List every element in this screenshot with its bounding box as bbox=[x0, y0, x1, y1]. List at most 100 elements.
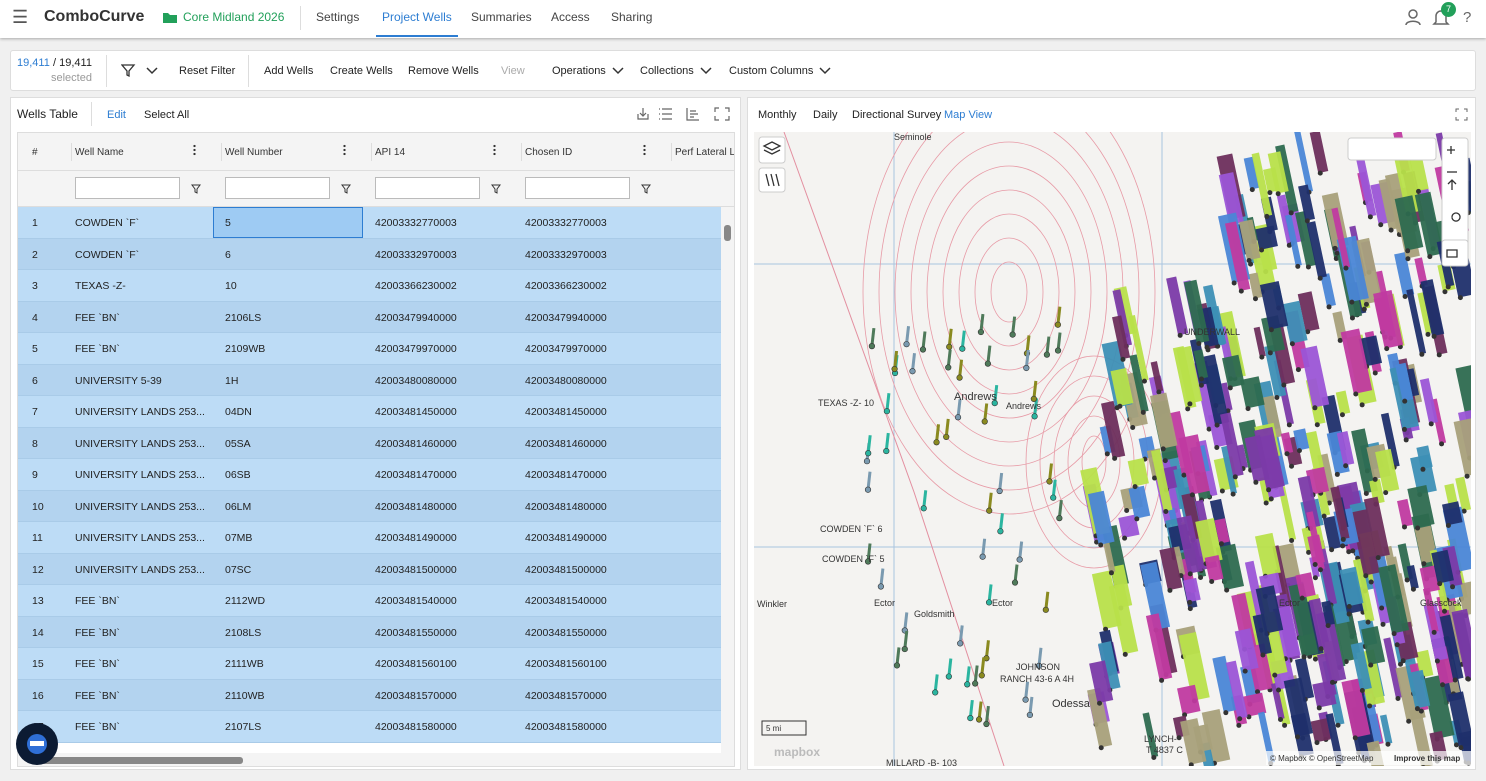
nav-tab[interactable]: Project Wells bbox=[382, 10, 452, 24]
well-head bbox=[1097, 700, 1103, 706]
toolbar-button[interactable]: Remove Wells bbox=[408, 65, 479, 77]
map-control[interactable] bbox=[1347, 137, 1437, 161]
project-name[interactable]: Core Midland 2026 bbox=[183, 10, 285, 24]
filter-icon[interactable] bbox=[491, 184, 501, 194]
menu-button[interactable]: ☰ bbox=[12, 7, 29, 27]
contour bbox=[974, 237, 1044, 347]
table-cell: 2109WB bbox=[225, 343, 266, 355]
table-row[interactable] bbox=[18, 427, 721, 459]
table-row[interactable] bbox=[18, 490, 721, 522]
toolbar-button[interactable]: Reset Filter bbox=[179, 65, 236, 77]
table-tools[interactable] bbox=[635, 106, 735, 122]
map-tab[interactable]: Monthly bbox=[758, 109, 797, 121]
toolbar-menu[interactable]: Custom Columns bbox=[729, 65, 814, 77]
nav-tab[interactable]: Summaries bbox=[471, 10, 532, 24]
app-header: ☰ ComboCurve Core Midland 2026 7 ? Setti… bbox=[0, 0, 1486, 38]
toolbar-button[interactable]: View bbox=[501, 65, 525, 77]
filter-menu[interactable] bbox=[121, 64, 161, 78]
toolbar-menu[interactable]: Operations bbox=[552, 65, 606, 77]
column-header[interactable]: API 14 bbox=[375, 147, 406, 158]
well-head bbox=[1023, 364, 1030, 372]
selected-count: 19,411 bbox=[17, 57, 50, 69]
nav-tab[interactable]: Access bbox=[551, 10, 590, 24]
table-row[interactable] bbox=[18, 396, 721, 428]
improve-map-link[interactable]: Improve this map bbox=[1394, 754, 1460, 763]
assistant-button[interactable] bbox=[15, 722, 59, 766]
well-cluster bbox=[1294, 657, 1315, 700]
well-cluster bbox=[1204, 554, 1224, 582]
column-header[interactable]: Chosen ID bbox=[525, 147, 573, 158]
contour bbox=[958, 213, 1060, 371]
map-control[interactable] bbox=[1441, 137, 1469, 249]
well-head bbox=[1419, 351, 1425, 357]
table-cell: COWDEN `F` bbox=[75, 217, 140, 229]
well-head bbox=[1117, 403, 1123, 409]
table-row[interactable] bbox=[18, 522, 721, 554]
well-head bbox=[1353, 391, 1359, 397]
column-filter-input[interactable] bbox=[375, 177, 480, 199]
table-row[interactable] bbox=[18, 679, 721, 711]
well-head bbox=[1458, 745, 1464, 751]
toolbar-button[interactable]: Add Wells bbox=[264, 65, 314, 77]
column-header[interactable]: # bbox=[32, 147, 38, 158]
column-menu[interactable] bbox=[343, 144, 346, 156]
table-row[interactable] bbox=[18, 711, 721, 743]
table-row[interactable] bbox=[18, 364, 721, 396]
table-row[interactable] bbox=[18, 585, 721, 617]
map-tab[interactable]: Directional Survey bbox=[852, 109, 942, 121]
column-menu[interactable] bbox=[193, 144, 196, 156]
vertical-scrollbar bbox=[721, 207, 734, 766]
well-head bbox=[1268, 327, 1274, 333]
app-name[interactable]: ComboCurve bbox=[44, 8, 145, 25]
column-menu[interactable] bbox=[643, 144, 646, 156]
filter-icon[interactable] bbox=[641, 184, 651, 194]
fullscreen-button[interactable] bbox=[1455, 108, 1468, 121]
well-head bbox=[932, 689, 939, 696]
map-control[interactable] bbox=[1441, 239, 1469, 267]
well-cluster bbox=[1282, 300, 1308, 344]
help-button[interactable]: ? bbox=[1463, 9, 1472, 26]
nav-tab[interactable]: Sharing bbox=[611, 10, 653, 24]
table-row[interactable] bbox=[18, 207, 721, 239]
well-head bbox=[1346, 603, 1352, 609]
well-head bbox=[1281, 382, 1287, 388]
column-header[interactable]: Perf Lateral L bbox=[675, 147, 735, 158]
column-filter-input[interactable] bbox=[225, 177, 330, 199]
table-row[interactable] bbox=[18, 333, 721, 365]
user-icon[interactable] bbox=[1404, 8, 1422, 26]
column-filter-input[interactable] bbox=[75, 177, 180, 199]
well-head bbox=[1242, 668, 1248, 674]
table-row[interactable] bbox=[18, 270, 721, 302]
nav-tab[interactable]: Settings bbox=[316, 10, 360, 24]
table-row[interactable] bbox=[18, 238, 721, 270]
column-filter-input[interactable] bbox=[525, 177, 630, 199]
table-cell: 2 bbox=[32, 248, 38, 261]
well-head bbox=[1104, 451, 1110, 457]
table-row[interactable] bbox=[18, 648, 721, 680]
column-header[interactable]: Well Number bbox=[225, 147, 283, 158]
edit-button[interactable]: Edit bbox=[107, 109, 126, 121]
well-cluster bbox=[1087, 490, 1115, 546]
table-row[interactable] bbox=[18, 301, 721, 333]
control-icon bbox=[1447, 179, 1457, 190]
toolbar-button[interactable]: Create Wells bbox=[330, 65, 393, 77]
column-menu[interactable] bbox=[493, 144, 496, 156]
map[interactable]: Seminole TEXAS -Z- 10 Andrews Andrews COWDEN… bbox=[754, 132, 1471, 766]
select-all-button[interactable]: Select All bbox=[144, 109, 190, 121]
map-tab[interactable]: Daily bbox=[813, 109, 838, 121]
well-cluster bbox=[1195, 517, 1223, 564]
table-row[interactable] bbox=[18, 459, 721, 491]
filter-icon[interactable] bbox=[191, 184, 201, 194]
filter-icon[interactable] bbox=[341, 184, 351, 194]
column-header[interactable]: Well Name bbox=[75, 147, 124, 158]
toolbar-menu[interactable]: Collections bbox=[640, 65, 694, 77]
table-row[interactable] bbox=[18, 616, 721, 648]
table-row[interactable] bbox=[18, 553, 721, 585]
well-cluster bbox=[1149, 392, 1178, 449]
table-cell: 2112WD bbox=[225, 595, 266, 607]
well-cluster bbox=[1422, 674, 1455, 740]
well-head bbox=[1380, 621, 1386, 627]
well-head bbox=[1267, 190, 1273, 196]
map-tab[interactable]: Map View bbox=[944, 109, 993, 121]
focused-cell bbox=[213, 207, 363, 238]
